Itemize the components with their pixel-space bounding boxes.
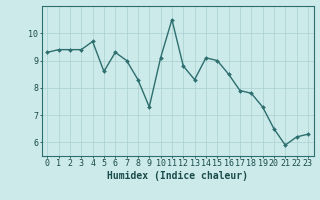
X-axis label: Humidex (Indice chaleur): Humidex (Indice chaleur) (107, 171, 248, 181)
